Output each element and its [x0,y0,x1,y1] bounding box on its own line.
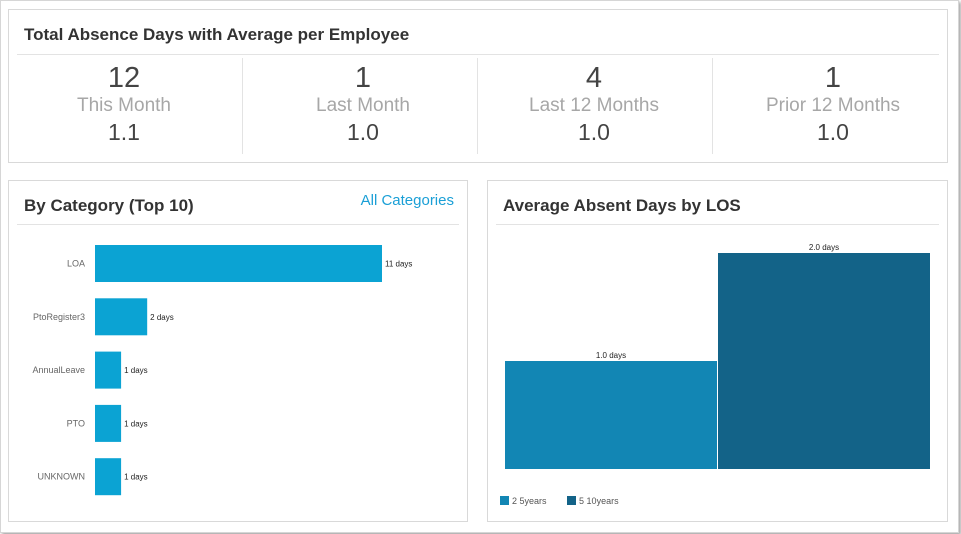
los-bar [718,253,930,469]
all-categories-link[interactable]: All Categories [360,192,454,209]
bar-data-label: 2.0 days [809,243,839,252]
summary-title: Total Absence Days with Average per Empl… [24,25,410,44]
legend-item: 5 10years [567,496,619,506]
legend-label: 5 10years [579,496,619,506]
category-title: By Category (Top 10) [24,196,194,215]
bar-data-label: 1 days [124,473,148,482]
los-divider [496,224,939,225]
legend-swatch [500,496,509,505]
metric-average: 1.0 [578,119,610,145]
category-bar [95,351,122,389]
los-panel: Average Absent Days by LOS 1.0 days 2.0 d… [487,180,948,522]
category-bar [95,458,122,496]
metric-value: 1 [824,62,842,94]
los-bar-chart: 1.0 days 2.0 days [505,243,930,469]
category-tick-label: PtoRegister3 [33,312,85,322]
summary-divider [17,54,939,55]
metric-value: 12 [107,62,141,94]
metric-separator [477,58,478,154]
category-tick-label: UNKNOWN [38,472,86,482]
category-bar-chart: LOA 11 days PtoRegister3 2 days AnnualLeave 1… [32,245,412,496]
metric-average: 1.1 [108,119,140,145]
bar-data-label: 11 days [385,260,412,269]
metric-label: This Month [77,95,171,116]
metric-label: Last Month [316,95,410,116]
metric-average: 1.0 [817,119,849,145]
bar-data-label: 2 days [150,313,174,322]
los-title: Average Absent Days by LOS [503,196,741,215]
los-legend: 2 5years 5 10years [500,496,637,506]
category-bar [95,404,122,442]
metric-value: 1 [354,62,372,94]
los-bar [505,361,717,469]
category-tick-label: LOA [67,259,85,269]
category-divider [17,224,459,225]
legend-label: 2 5years [512,496,547,506]
metric-separator [712,58,713,154]
metric-separator [242,58,243,154]
category-bar [95,298,148,336]
metric-last-month: 1 Last Month 1.0 [245,62,481,158]
legend-item: 2 5years [500,496,547,506]
metric-average: 1.0 [347,119,379,145]
category-panel: By Category (Top 10) All Categories LOA 1… [8,180,468,522]
metric-value: 4 [585,62,603,94]
absence-summary-panel: Total Absence Days with Average per Empl… [8,9,948,163]
category-tick-label: PTO [67,418,85,428]
category-tick-label: AnnualLeave [32,365,85,375]
bar-data-label: 1.0 days [596,351,626,360]
metric-label: Prior 12 Months [765,95,901,116]
metric-label: Last 12 Months [529,95,659,116]
category-bar [95,245,382,282]
bar-data-label: 1 days [124,366,148,375]
metric-this-month: 12 This Month 1.1 [9,62,239,158]
metric-last-12-months: 4 Last 12 Months 1.0 [481,62,707,158]
legend-swatch [567,496,577,505]
metric-prior-12-months: 1 Prior 12 Months 1.0 [715,62,951,158]
bar-data-label: 1 days [124,419,148,428]
